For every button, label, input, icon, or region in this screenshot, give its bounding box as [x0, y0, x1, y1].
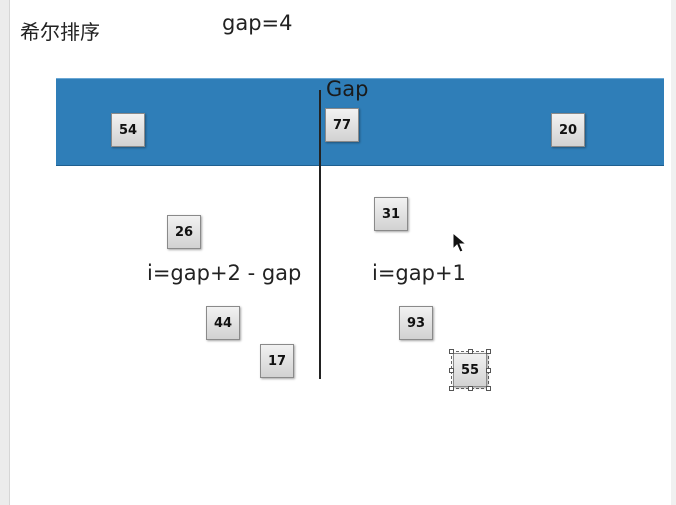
resize-handle[interactable]: [449, 349, 454, 354]
gap-value-label: gap=4: [222, 11, 293, 35]
left-panel-edge: [0, 0, 10, 505]
left-formula-label: i=gap+2 - gap: [147, 261, 302, 285]
slide-title: 希尔排序: [20, 20, 100, 44]
group-cell[interactable]: 17: [260, 344, 294, 378]
array-cell[interactable]: 77: [325, 108, 359, 142]
array-cell[interactable]: 20: [551, 113, 585, 147]
gap-divider-line: [319, 90, 321, 379]
resize-handle[interactable]: [468, 349, 473, 354]
right-formula-label: i=gap+1: [372, 261, 466, 285]
resize-handle[interactable]: [486, 386, 491, 391]
mouse-pointer-icon: [452, 231, 468, 258]
selected-cell[interactable]: 55: [453, 353, 487, 387]
group-cell[interactable]: 44: [206, 306, 240, 340]
resize-handle[interactable]: [468, 386, 473, 391]
array-cell[interactable]: 54: [111, 113, 145, 147]
resize-handle[interactable]: [486, 368, 491, 373]
group-cell[interactable]: 31: [374, 197, 408, 231]
group-cell[interactable]: 26: [167, 215, 201, 249]
group-cell[interactable]: 93: [399, 306, 433, 340]
resize-handle[interactable]: [486, 349, 491, 354]
gap-marker-label: Gap: [326, 77, 369, 101]
resize-handle[interactable]: [449, 368, 454, 373]
right-panel-edge: [671, 0, 676, 505]
resize-handle[interactable]: [449, 386, 454, 391]
